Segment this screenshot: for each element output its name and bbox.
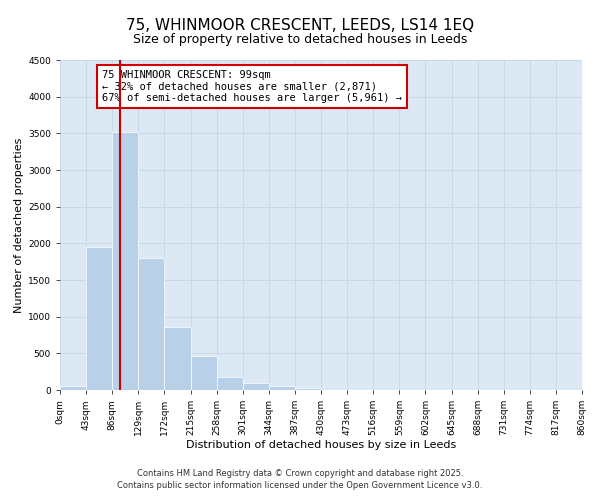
Bar <box>86 247 112 390</box>
Y-axis label: Number of detached properties: Number of detached properties <box>14 138 24 312</box>
Text: Size of property relative to detached houses in Leeds: Size of property relative to detached ho… <box>133 32 467 46</box>
Bar <box>243 384 269 390</box>
Bar <box>191 356 217 390</box>
Bar <box>112 132 139 390</box>
Text: 75 WHINMOOR CRESCENT: 99sqm
← 32% of detached houses are smaller (2,871)
67% of : 75 WHINMOOR CRESCENT: 99sqm ← 32% of det… <box>102 70 402 103</box>
Bar <box>164 327 191 390</box>
Text: Contains HM Land Registry data © Crown copyright and database right 2025.
Contai: Contains HM Land Registry data © Crown c… <box>118 468 482 490</box>
Bar <box>217 377 243 390</box>
X-axis label: Distribution of detached houses by size in Leeds: Distribution of detached houses by size … <box>186 440 456 450</box>
Bar <box>269 386 295 390</box>
Bar <box>139 258 164 390</box>
Text: 75, WHINMOOR CRESCENT, LEEDS, LS14 1EQ: 75, WHINMOOR CRESCENT, LEEDS, LS14 1EQ <box>126 18 474 32</box>
Bar <box>295 388 321 390</box>
Bar <box>60 386 86 390</box>
